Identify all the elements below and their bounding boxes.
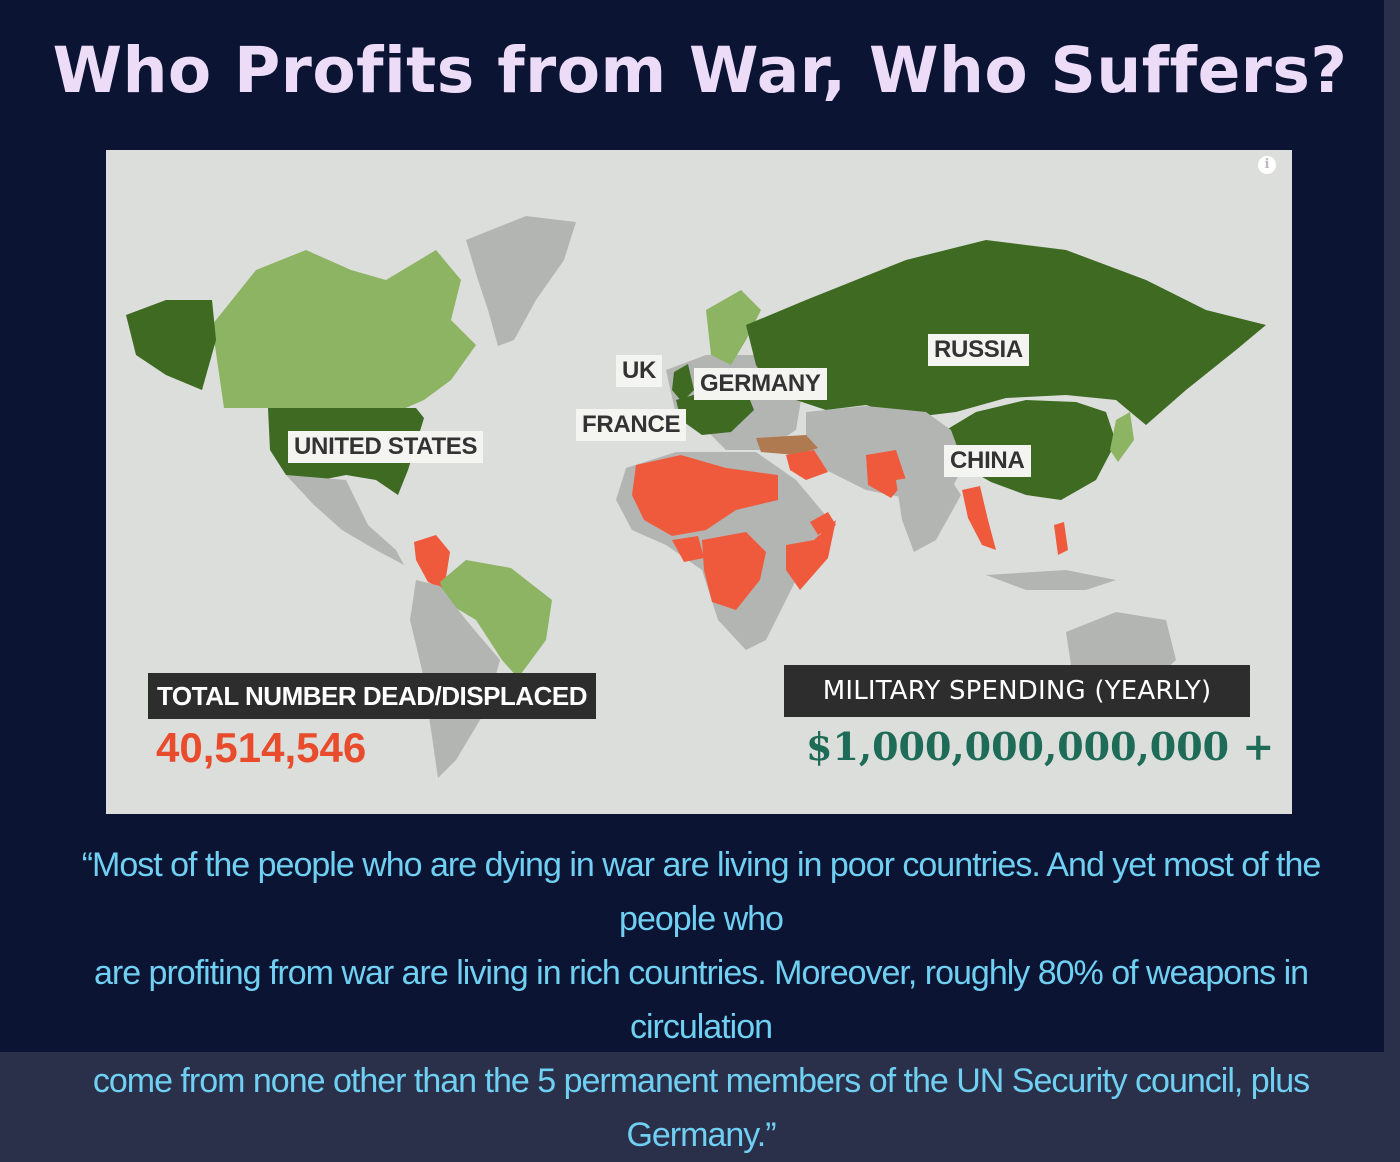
uk-shape: [672, 364, 694, 402]
label-france: FRANCE: [576, 409, 687, 441]
label-russia: RUSSIA: [928, 334, 1029, 366]
sahel-shape: [632, 455, 778, 536]
label-united-states: UNITED STATES: [288, 431, 484, 463]
quote-line-3: come from none other than the 5 permanen…: [92, 1062, 1310, 1154]
quote-block: “Most of the people who are dying in war…: [36, 838, 1366, 1162]
yemen-shape: [810, 512, 836, 535]
philippines-shape: [1054, 522, 1068, 555]
quote-line-1: “Most of the people who are dying in war…: [81, 846, 1322, 938]
central-africa-shape: [702, 532, 766, 610]
label-china: CHINA: [944, 445, 1031, 477]
poster-title: Who Profits from War, Who Suffers?: [52, 34, 1348, 107]
info-icon[interactable]: i: [1258, 156, 1276, 174]
military-spending-value: $1,000,000,000,000 +: [806, 724, 1275, 769]
canada-shape: [212, 250, 476, 410]
pakistan-afghanistan-shape: [866, 450, 906, 498]
japan-shape: [1110, 412, 1134, 462]
iraq-syria-shape: [786, 450, 828, 480]
india-shape: [896, 472, 961, 552]
greenland-shape: [466, 216, 576, 346]
colombia-shape: [414, 535, 450, 590]
alaska-shape: [126, 300, 216, 390]
dead-displaced-label: TOTAL NUMBER DEAD/DISPLACED: [148, 673, 596, 719]
mexico-shape: [286, 475, 404, 565]
label-germany: GERMANY: [694, 368, 827, 400]
nigeria-shape: [672, 536, 704, 562]
myanmar-shape: [962, 486, 996, 550]
world-map: i UNITED STATES UK GERMANY FRANCE RUSSIA…: [106, 150, 1292, 814]
east-africa-shape: [786, 520, 836, 590]
turkey-shape: [756, 435, 818, 455]
russia-shape: [746, 240, 1266, 425]
brazil-shape: [440, 560, 552, 678]
military-spending-label: MILITARY SPENDING (YEARLY): [784, 665, 1250, 717]
quote-line-2: are profiting from war are living in ric…: [93, 954, 1309, 1046]
label-uk: UK: [616, 355, 663, 387]
dead-displaced-value: 40,514,546: [156, 724, 367, 771]
indonesia-shape: [986, 570, 1116, 590]
scandinavia-shape: [706, 290, 761, 365]
